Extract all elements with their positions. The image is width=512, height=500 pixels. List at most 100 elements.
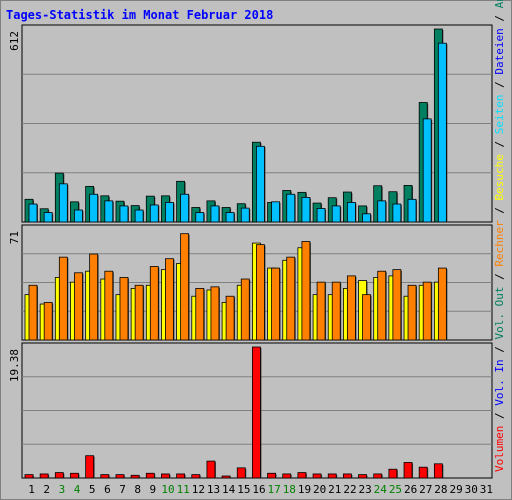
bar-dateien-day-2: [43, 212, 53, 223]
panel-middle: 71: [8, 224, 493, 341]
bar-rechner-day-18: [286, 256, 296, 341]
bar-dateien-day-23: [362, 213, 371, 223]
legend-entry: /: [493, 340, 506, 360]
x-tick-label: 10: [161, 483, 174, 496]
legend-entry: Vol. In: [493, 359, 506, 405]
x-tick-label: 24: [374, 483, 388, 496]
bar-dateien-day-20: [316, 208, 326, 223]
bar-volumen-day-12: [191, 474, 201, 479]
bar-rechner-day-10: [165, 258, 174, 341]
bar-rechner-day-25: [392, 269, 402, 341]
bar-dateien-day-12: [195, 212, 205, 223]
bar-dateien-day-8: [134, 209, 144, 223]
bar-rechner-day-23: [362, 294, 371, 341]
x-tick-label: 11: [177, 483, 190, 496]
bar-rechner-day-13: [210, 286, 220, 341]
bar-rechner-day-22: [346, 275, 356, 341]
bar-volumen-day-25: [388, 468, 398, 479]
bar-volumen-day-22: [342, 473, 352, 479]
bar-volumen-day-10: [161, 473, 170, 479]
bar-dateien-day-5: [89, 193, 99, 223]
bar-volumen-day-28: [433, 463, 443, 479]
bar-volumen-day-21: [327, 473, 337, 479]
legend-entry: Vol. Out: [493, 287, 506, 340]
bar-dateien-day-6: [104, 200, 114, 223]
x-tick-label: 28: [434, 483, 447, 496]
bar-volumen-day-20: [312, 473, 322, 479]
x-tick-label: 1: [28, 483, 35, 496]
x-tick-label: 30: [465, 483, 478, 496]
legend-entry: Rechner: [493, 220, 506, 267]
x-tick-label: 12: [192, 483, 205, 496]
x-tick-label: 5: [89, 483, 96, 496]
legend-entry: Dateien: [493, 28, 506, 74]
bar-rechner-day-28: [437, 267, 447, 341]
legend-entry: Volumen: [493, 426, 506, 472]
bar-dateien-day-18: [286, 193, 296, 223]
bar-dateien-day-17: [271, 201, 280, 223]
bar-dateien-day-21: [331, 205, 341, 223]
legend-entry: Seiten: [493, 94, 506, 134]
x-tick-label: 19: [298, 483, 311, 496]
bar-dateien-day-22: [346, 202, 356, 223]
bar-rechner-day-17: [271, 267, 280, 341]
bar-dateien-day-14: [225, 212, 235, 223]
bar-dateien-day-25: [392, 203, 402, 223]
bar-volumen-day-7: [115, 474, 125, 479]
x-tick-label: 15: [237, 483, 250, 496]
bar-dateien-day-4: [74, 209, 83, 223]
bar-volumen-day-6: [100, 474, 110, 479]
bar-dateien-day-13: [210, 205, 220, 223]
y-max-label-bottom: 19.38: [8, 349, 21, 382]
right-legend: Volumen / Vol. In / Vol. Out / Rechner /…: [493, 0, 506, 472]
x-tick-label: 25: [389, 483, 402, 496]
bar-volumen-day-2: [39, 473, 49, 479]
x-axis-day-labels: 1 2 3 4 5 6 7 8 9 10 11 12 13 14 15 16 17 18 19 20 21 22 23 24 2…: [28, 483, 493, 496]
bar-volumen-day-15: [236, 467, 246, 479]
x-tick-label: 16: [252, 483, 265, 496]
bar-rechner-day-8: [134, 284, 144, 341]
bar-volumen-day-8: [130, 474, 140, 479]
bar-volumen-day-24: [373, 473, 383, 479]
bar-rechner-day-16: [256, 244, 265, 341]
bar-volumen-day-5: [85, 455, 95, 479]
bar-dateien-day-24: [377, 200, 387, 223]
x-tick-label: 27: [419, 483, 432, 496]
bar-volumen-day-23: [358, 474, 367, 479]
bar-volumen-day-14: [221, 475, 231, 479]
legend-entry: Anfragen: [493, 0, 506, 8]
legend-entry: /: [493, 75, 506, 95]
legend-entry: /: [493, 267, 506, 287]
chart-title: Tages-Statistik im Monat Februar 2018: [6, 8, 273, 22]
bar-rechner-day-20: [316, 281, 326, 341]
x-tick-label: 29: [449, 483, 462, 496]
x-tick-label: 22: [343, 483, 356, 496]
bar-rechner-day-4: [74, 272, 83, 341]
legend-entry: /: [493, 200, 506, 220]
x-tick-label: 31: [480, 483, 493, 496]
bar-volumen-day-11: [176, 473, 186, 479]
x-tick-label: 6: [104, 483, 111, 496]
bar-volumen-day-16: [252, 346, 261, 479]
x-tick-label: 14: [222, 483, 236, 496]
y-max-label-top: 612: [8, 31, 21, 51]
bar-dateien-day-7: [119, 205, 129, 223]
bar-dateien-day-11: [180, 193, 190, 223]
bar-dateien-day-19: [301, 197, 311, 223]
bar-rechner-day-19: [301, 241, 311, 341]
bar-rechner-day-14: [225, 295, 235, 341]
legend-entry: /: [493, 134, 506, 154]
bar-rechner-day-26: [407, 284, 417, 341]
bar-rechner-day-27: [422, 281, 432, 341]
bar-rechner-day-21: [331, 281, 341, 341]
bar-volumen-day-13: [206, 460, 216, 479]
bar-rechner-day-9: [149, 266, 159, 341]
x-tick-label: 26: [404, 483, 417, 496]
x-tick-label: 23: [359, 483, 372, 496]
bar-dateien-day-1: [28, 203, 38, 223]
panel-top: 612: [8, 24, 493, 223]
x-tick-label: 17: [268, 483, 281, 496]
bar-volumen-day-19: [297, 472, 307, 479]
x-tick-label: 4: [74, 483, 81, 496]
